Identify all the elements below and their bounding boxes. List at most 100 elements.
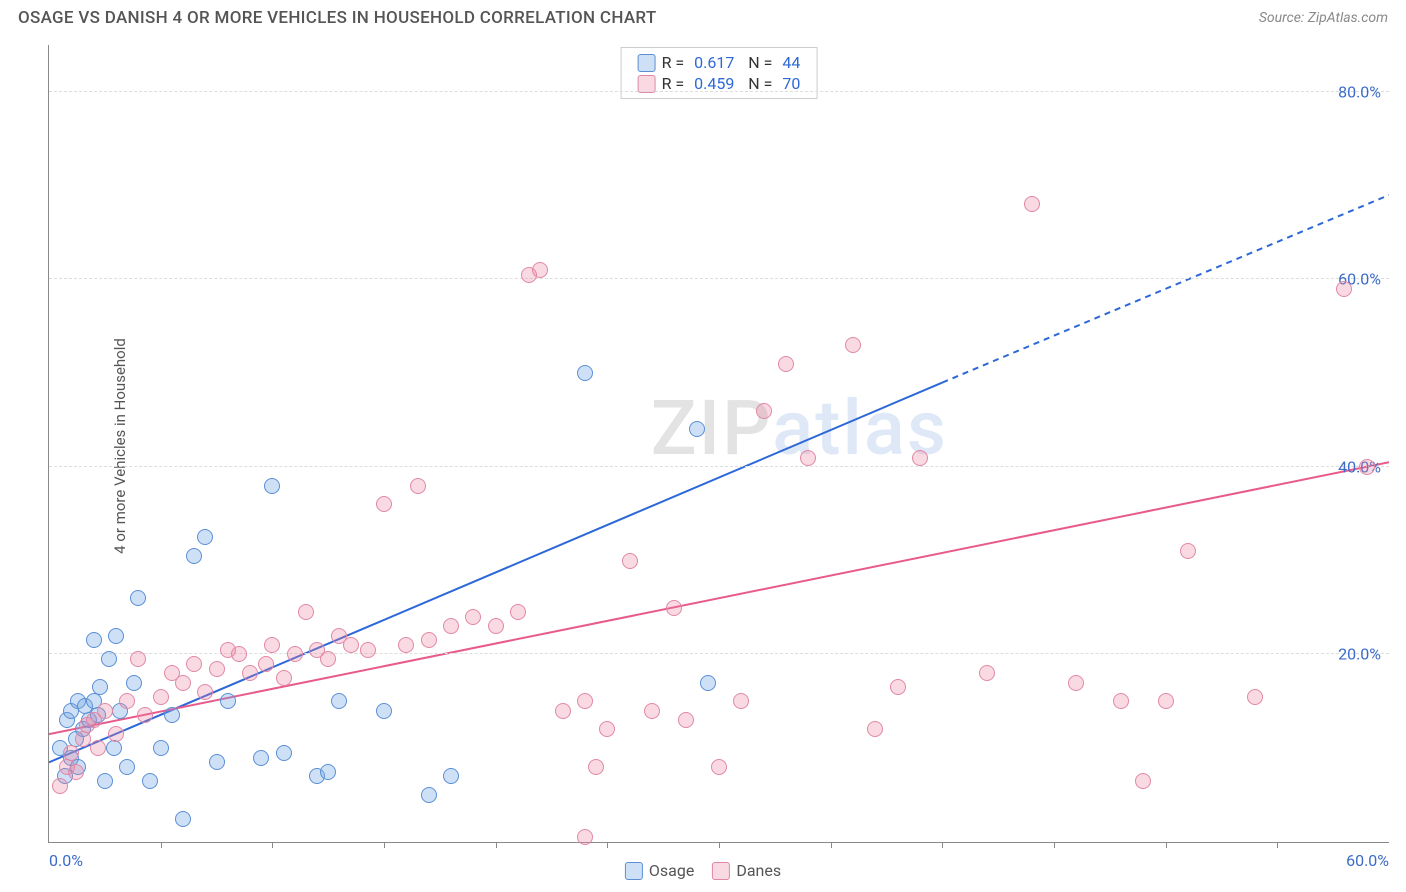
r-label: R =	[662, 53, 689, 72]
data-point-danes	[979, 665, 995, 681]
data-point-osage	[197, 529, 213, 545]
legend-item-osage: Osage	[625, 861, 694, 880]
x-tick	[1277, 842, 1278, 848]
x-tick	[384, 842, 385, 848]
data-point-danes	[153, 689, 169, 705]
data-point-danes	[258, 656, 274, 672]
data-point-osage	[153, 740, 169, 756]
data-point-danes	[912, 450, 928, 466]
data-point-danes	[231, 646, 247, 662]
swatch-danes	[712, 862, 730, 880]
data-point-danes	[666, 600, 682, 616]
data-point-danes	[532, 262, 548, 278]
data-point-danes	[1180, 543, 1196, 559]
data-point-osage	[164, 707, 180, 723]
swatch-osage	[625, 862, 643, 880]
data-point-osage	[421, 787, 437, 803]
y-tick-label: 20.0%	[1338, 645, 1381, 664]
x-tick	[942, 842, 943, 848]
data-point-osage	[101, 651, 117, 667]
scatter-plot: ZIPatlas R = 0.617 N = 44 R = 0.459 N = …	[48, 45, 1389, 843]
data-point-danes	[137, 707, 153, 723]
data-point-danes	[360, 642, 376, 658]
gridline	[49, 278, 1389, 279]
data-point-danes	[242, 665, 258, 681]
data-point-danes	[175, 675, 191, 691]
x-tick	[831, 842, 832, 848]
gridline	[49, 91, 1389, 92]
trend-line-danes	[49, 462, 1389, 734]
data-point-danes	[778, 356, 794, 372]
n-value-osage: 44	[782, 53, 800, 72]
data-point-danes	[644, 703, 660, 719]
data-point-danes	[1135, 773, 1151, 789]
data-point-danes	[287, 646, 303, 662]
x-tick	[496, 842, 497, 848]
data-point-osage	[220, 693, 236, 709]
x-tick-label: 0.0%	[49, 851, 83, 870]
data-point-osage	[700, 675, 716, 691]
data-point-osage	[264, 478, 280, 494]
data-point-danes	[410, 478, 426, 494]
data-point-osage	[108, 628, 124, 644]
legend-label-osage: Osage	[649, 861, 694, 880]
data-point-osage	[86, 632, 102, 648]
data-point-danes	[577, 693, 593, 709]
data-point-danes	[52, 778, 68, 794]
r-value-osage: 0.617	[694, 53, 734, 72]
data-point-osage	[443, 768, 459, 784]
legend-label-danes: Danes	[736, 861, 781, 880]
data-point-danes	[130, 651, 146, 667]
data-point-danes	[678, 712, 694, 728]
data-point-danes	[421, 632, 437, 648]
data-point-danes	[343, 637, 359, 653]
x-tick-label: 60.0%	[1346, 851, 1389, 870]
data-point-osage	[320, 764, 336, 780]
data-point-danes	[1359, 459, 1375, 475]
data-point-danes	[63, 745, 79, 761]
data-point-osage	[97, 773, 113, 789]
data-point-osage	[253, 750, 269, 766]
data-point-danes	[443, 618, 459, 634]
series-legend: Osage Danes	[625, 861, 781, 880]
data-point-osage	[126, 675, 142, 691]
data-point-osage	[689, 421, 705, 437]
swatch-osage	[638, 54, 656, 72]
data-point-danes	[1024, 196, 1040, 212]
legend-item-danes: Danes	[712, 861, 781, 880]
data-point-danes	[890, 679, 906, 695]
data-point-osage	[119, 759, 135, 775]
data-point-danes	[320, 651, 336, 667]
x-tick	[719, 842, 720, 848]
data-point-danes	[75, 731, 91, 747]
gridline	[49, 653, 1389, 654]
n-label: N =	[740, 53, 776, 72]
data-point-danes	[97, 703, 113, 719]
data-point-danes	[488, 618, 504, 634]
data-point-osage	[276, 745, 292, 761]
data-point-danes	[465, 609, 481, 625]
data-point-danes	[197, 684, 213, 700]
data-point-danes	[90, 740, 106, 756]
data-point-osage	[106, 740, 122, 756]
data-point-danes	[186, 656, 202, 672]
data-point-danes	[622, 553, 638, 569]
data-point-danes	[733, 693, 749, 709]
chart-container: OSAGE VS DANISH 4 OR MORE VEHICLES IN HO…	[0, 0, 1406, 892]
data-point-danes	[588, 759, 604, 775]
swatch-danes	[638, 75, 656, 93]
data-point-osage	[130, 590, 146, 606]
data-point-danes	[800, 450, 816, 466]
data-point-danes	[510, 604, 526, 620]
source-label: Source: ZipAtlas.com	[1259, 10, 1388, 26]
data-point-danes	[398, 637, 414, 653]
x-tick	[272, 842, 273, 848]
data-point-osage	[376, 703, 392, 719]
data-point-danes	[756, 403, 772, 419]
trend-lines-svg	[49, 45, 1389, 842]
data-point-danes	[845, 337, 861, 353]
x-tick	[1166, 842, 1167, 848]
data-point-danes	[577, 829, 593, 845]
data-point-danes	[376, 496, 392, 512]
data-point-danes	[1158, 693, 1174, 709]
